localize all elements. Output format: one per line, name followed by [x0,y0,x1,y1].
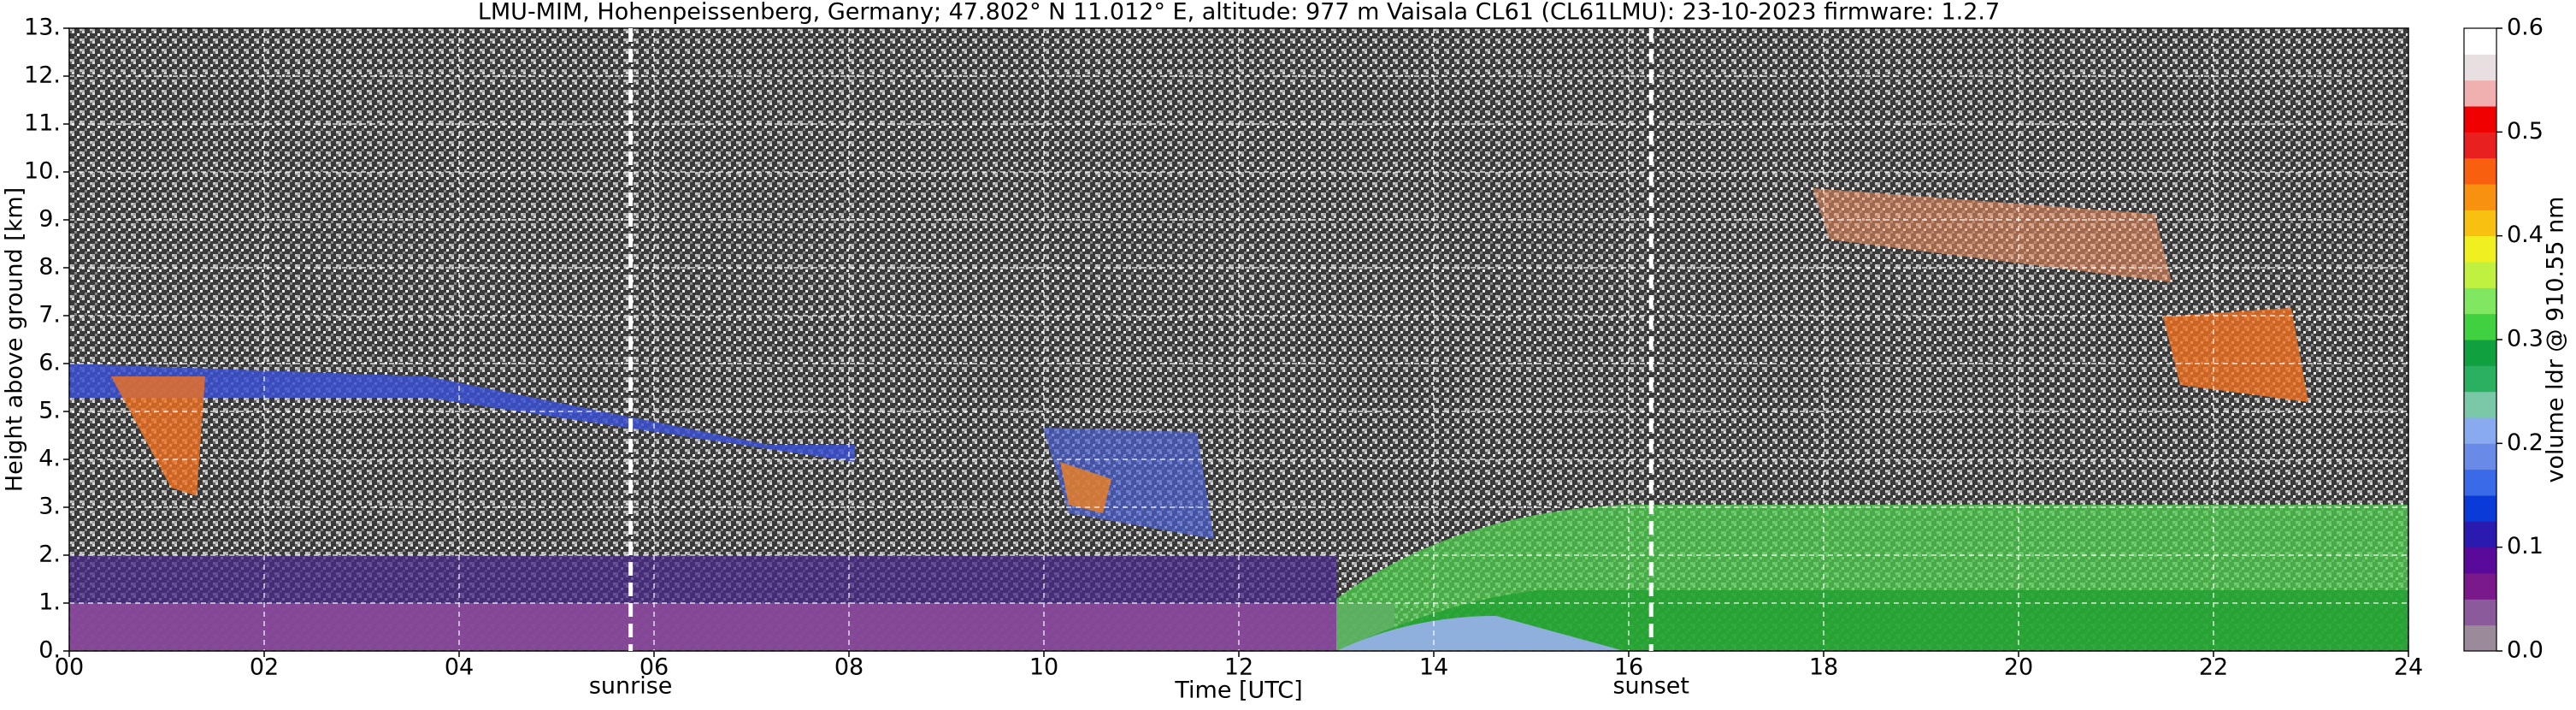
chart-title: LMU-MIM, Hohenpeissenberg, Germany; 47.8… [478,0,2000,26]
y-tick-label: 7. [38,302,61,328]
colorbar-band [2464,391,2496,418]
x-tick-label: 10 [1029,654,1058,681]
colorbar-band [2464,340,2496,366]
colorbar-tick-label: 0.4 [2507,222,2544,248]
y-tick-label: 5. [38,398,61,424]
y-tick-label: 4. [38,446,61,472]
y-tick-label: 3. [38,494,61,520]
x-tick-label: 12 [1224,654,1253,681]
colorbar-band [2464,443,2496,470]
colorbar-band [2464,495,2496,522]
colorbar-tick-label: 0.1 [2507,533,2544,559]
colorbar-band [2464,132,2496,159]
y-axis-label: Height above ground [km] [2,187,28,492]
y-tick-label: 13. [24,15,61,41]
colorbar-band [2464,184,2496,210]
colorbar-band [2464,417,2496,444]
colorbar-band [2464,313,2496,340]
x-tick-label: 20 [2004,654,2033,681]
colorbar-band [2464,573,2496,600]
colorbar-band [2464,365,2496,393]
colorbar-band [2464,54,2496,81]
y-tick-label: 6. [38,350,61,376]
annotation-label: sunrise [589,673,673,700]
colorbar-band [2464,262,2496,288]
x-tick-label: 06 [640,654,669,681]
colorbar-band [2464,599,2496,626]
colorbar-tick-label: 0.5 [2507,118,2544,145]
colorbar-tick-label: 0.3 [2507,326,2544,352]
x-tick-label: 24 [2394,654,2423,681]
x-tick-label: 08 [834,654,864,681]
colorbar-label: volume ldr @ 910.55 nm [2543,197,2569,483]
colorbar-tick-label: 0.6 [2507,15,2544,41]
x-tick-label: 16 [1614,654,1643,681]
y-tick-label: 0. [38,637,61,664]
y-tick-label: 2. [38,541,61,568]
x-tick-label: 02 [250,654,279,681]
x-tick-label: 22 [2199,654,2228,681]
y-tick-label: 10. [24,158,61,185]
x-tick-label: 04 [445,654,474,681]
y-tick-label: 11. [24,110,61,137]
colorbar-band [2464,157,2496,185]
colorbar-band [2464,235,2496,263]
colorbar-band [2464,287,2496,315]
colorbar-band [2464,469,2496,496]
x-axis-label: Time [UTC] [1174,677,1302,704]
y-tick-label: 9. [38,206,61,233]
colorbar-tick-label: 0.0 [2507,637,2544,664]
y-tick-label: 8. [38,254,61,281]
colorbar-band [2464,210,2496,237]
x-tick-label: 14 [1419,654,1448,681]
x-tick-label: 00 [55,654,84,681]
plot-frame [68,27,2409,652]
colorbar-band [2464,80,2496,107]
colorbar-band [2464,624,2496,652]
colorbar-band [2464,521,2496,548]
annotation-label: sunset [1612,673,1689,700]
x-tick-label: 18 [1809,654,1838,681]
colorbar-band [2464,28,2496,55]
colorbar-band [2464,106,2496,133]
colorbar-band [2464,547,2496,574]
colorbar-tick-label: 0.2 [2507,429,2544,456]
y-tick-label: 12. [24,62,61,89]
y-tick-label: 1. [38,589,61,616]
